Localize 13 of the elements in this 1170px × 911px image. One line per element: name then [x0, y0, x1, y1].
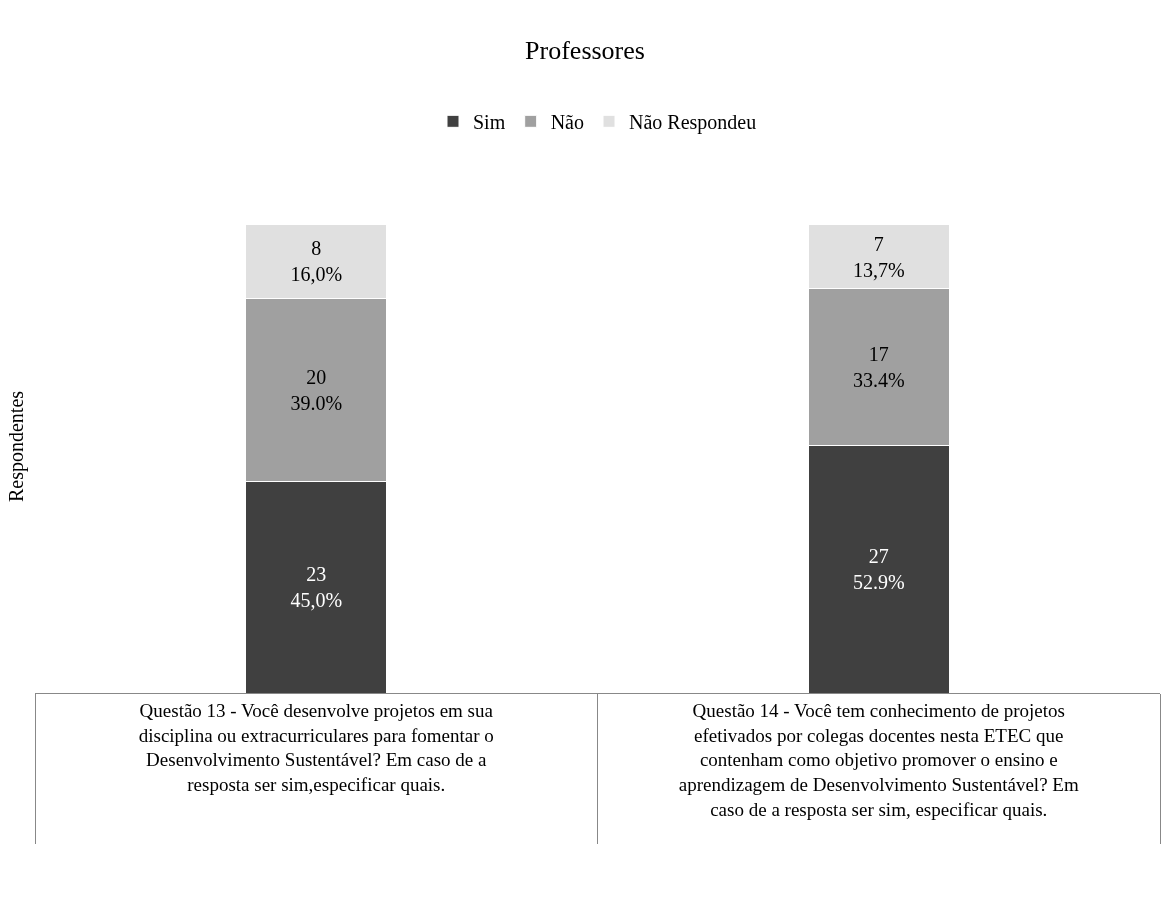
- legend-label: Não: [550, 111, 585, 134]
- x-tick-label: Questão 14 - Você tem conhecimento de projetos efetivados por colegas docentes nesta ETEC que contenham como objetivo promover o ensino e aprendizagem de Desenvolvimento Sustentável? Em caso de a resposta ser sim, especificar quais.: [678, 699, 1079, 820]
- data-label: 20 39.0%: [290, 365, 343, 414]
- x-tick-label: Questão 13 - Você desenvolve projetos em sua disciplina ou extracurriculares para fomentar o Desenvolvimento Sustentável? Em caso de a resposta ser sim,especificar quais.: [138, 699, 494, 795]
- data-label: 23 45,0%: [290, 563, 343, 612]
- data-label: 17 33.4%: [852, 342, 905, 391]
- legend-label: Não Respondeu: [629, 111, 757, 135]
- data-label: 27 52.9%: [852, 545, 905, 594]
- data-label: 8 16,0%: [290, 237, 343, 286]
- y-axis-title: Respondentes: [4, 390, 28, 503]
- legend-label: Sim: [473, 111, 506, 134]
- chart-title: Professores: [525, 36, 645, 66]
- data-label: 7 13,7%: [852, 232, 905, 281]
